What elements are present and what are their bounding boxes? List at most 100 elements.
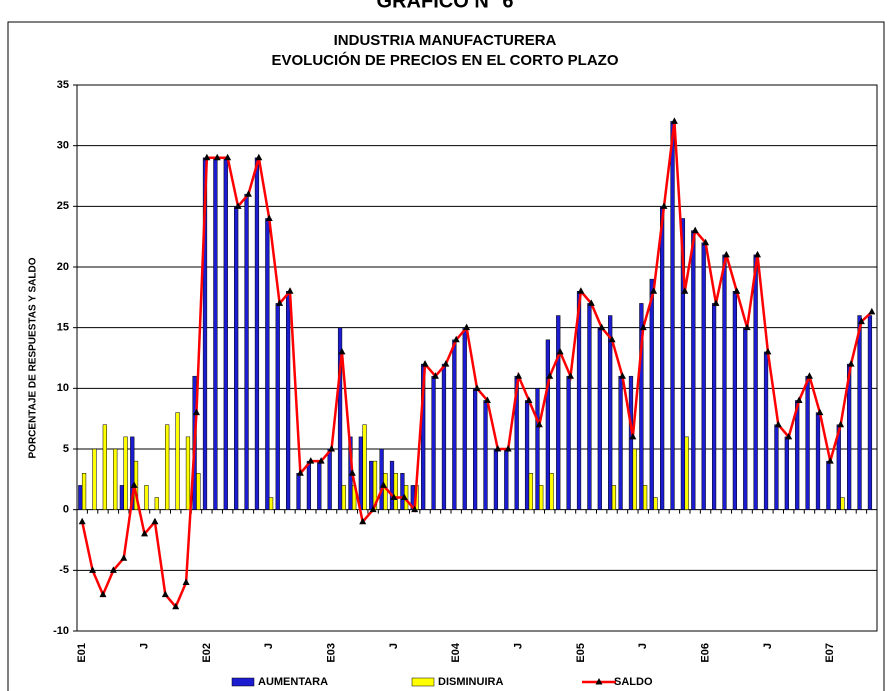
bar bbox=[317, 460, 322, 510]
bar bbox=[431, 375, 436, 510]
line-marker bbox=[411, 505, 419, 513]
line-marker bbox=[795, 396, 803, 403]
bar bbox=[462, 327, 467, 510]
line-marker bbox=[473, 384, 481, 391]
line-marker bbox=[639, 323, 647, 331]
line-marker bbox=[650, 287, 658, 294]
bar bbox=[840, 497, 845, 510]
x-tick-label: E05 bbox=[575, 643, 587, 663]
y-tick-label: 25 bbox=[57, 200, 69, 212]
x-tick-label: J bbox=[138, 643, 150, 649]
chart-frame bbox=[7, 21, 885, 691]
bar bbox=[144, 485, 149, 510]
line-marker bbox=[379, 481, 387, 488]
bar bbox=[213, 157, 218, 510]
line-marker bbox=[89, 566, 97, 573]
bar bbox=[306, 460, 312, 510]
line-marker bbox=[556, 347, 564, 355]
x-tick-label: E03 bbox=[325, 643, 337, 663]
bar bbox=[566, 375, 571, 510]
chart-title: INDUSTRIA MANUFACTURERA bbox=[334, 32, 557, 49]
legend-swatch bbox=[231, 677, 255, 687]
bar bbox=[670, 121, 675, 510]
line-marker bbox=[203, 153, 211, 161]
bar bbox=[504, 448, 509, 510]
line-marker bbox=[722, 250, 730, 258]
bar bbox=[296, 473, 301, 510]
bar bbox=[244, 193, 249, 510]
bar bbox=[362, 424, 367, 510]
line-marker bbox=[338, 347, 346, 355]
line-marker bbox=[120, 554, 128, 561]
line-marker bbox=[681, 287, 689, 294]
bar bbox=[165, 424, 170, 510]
line-marker bbox=[774, 420, 782, 428]
x-tick-label: E06 bbox=[699, 643, 711, 663]
line-marker bbox=[525, 396, 533, 403]
legend-label: SALDO bbox=[614, 676, 653, 688]
bar bbox=[743, 327, 748, 510]
bar bbox=[102, 424, 107, 510]
line-marker bbox=[868, 307, 876, 315]
bar bbox=[285, 291, 291, 510]
y-axis-title: PORCENTAJE DE RESPUESTAS Y SALDO bbox=[28, 257, 39, 458]
line-marker bbox=[182, 578, 190, 585]
bar bbox=[545, 339, 550, 510]
bar bbox=[684, 436, 689, 510]
y-tick-label: 20 bbox=[57, 261, 69, 273]
bar bbox=[223, 157, 228, 510]
bar bbox=[711, 303, 717, 510]
bar bbox=[265, 218, 270, 510]
bar bbox=[493, 448, 499, 510]
bar bbox=[383, 473, 388, 510]
x-tick-label: E02 bbox=[201, 643, 213, 663]
line-marker bbox=[587, 299, 595, 306]
bar bbox=[379, 448, 384, 510]
bar bbox=[618, 375, 623, 510]
page-title: GRAFICO N° 6 bbox=[377, 0, 514, 12]
line-marker bbox=[826, 457, 834, 464]
bar bbox=[441, 363, 447, 510]
bar bbox=[196, 473, 201, 510]
line-marker bbox=[213, 153, 221, 161]
line-marker bbox=[234, 202, 242, 209]
line-marker bbox=[608, 335, 616, 343]
bar bbox=[784, 436, 789, 510]
line-marker bbox=[130, 481, 138, 488]
bar bbox=[732, 291, 737, 510]
line-marker bbox=[847, 360, 855, 367]
line-marker bbox=[286, 287, 294, 294]
line-marker bbox=[515, 372, 523, 379]
bar bbox=[539, 485, 544, 510]
x-tick-label: J bbox=[263, 643, 275, 649]
line-marker bbox=[567, 372, 575, 379]
line-marker bbox=[400, 493, 408, 501]
bar bbox=[78, 485, 83, 510]
line-marker bbox=[577, 287, 585, 294]
x-tick-label: J bbox=[762, 643, 774, 649]
line-marker bbox=[348, 469, 356, 476]
line-marker bbox=[141, 529, 149, 537]
bar bbox=[175, 412, 180, 510]
line-marker bbox=[629, 432, 637, 440]
line-marker bbox=[816, 408, 824, 416]
line-marker bbox=[805, 372, 813, 379]
line-marker bbox=[192, 408, 200, 416]
bar bbox=[691, 230, 696, 510]
line-marker bbox=[307, 457, 315, 464]
bar bbox=[628, 375, 634, 510]
bar bbox=[857, 315, 862, 510]
x-tick-label: E01 bbox=[76, 643, 88, 663]
bar bbox=[587, 303, 592, 510]
bar bbox=[649, 278, 654, 510]
bar bbox=[119, 485, 125, 510]
legend-marker bbox=[595, 678, 603, 685]
line-series bbox=[80, 121, 873, 610]
y-tick-label: 30 bbox=[57, 140, 69, 152]
legend-label: AUMENTARA bbox=[258, 676, 328, 688]
line-marker bbox=[244, 190, 252, 197]
line-marker bbox=[764, 347, 772, 355]
x-tick-label: E07 bbox=[824, 643, 836, 663]
